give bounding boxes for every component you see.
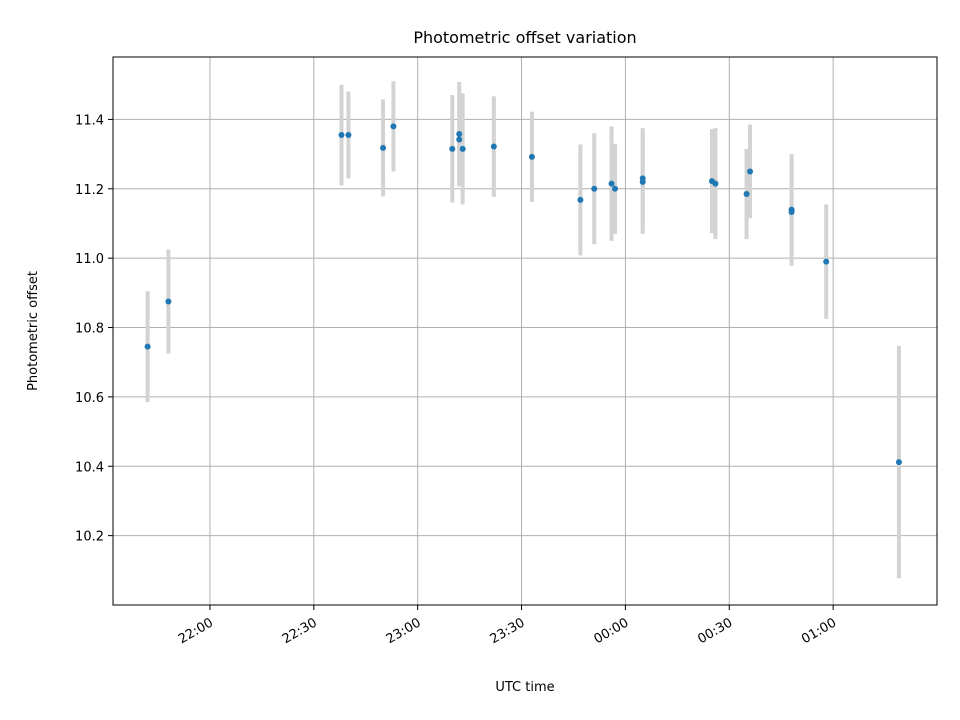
data-points bbox=[144, 123, 902, 466]
y-tick-label: 10.4 bbox=[75, 460, 104, 475]
data-point bbox=[380, 144, 387, 151]
data-point bbox=[449, 145, 456, 152]
data-point bbox=[823, 258, 830, 265]
y-tick-label: 11.4 bbox=[75, 113, 104, 128]
data-point bbox=[490, 143, 497, 150]
data-point bbox=[456, 130, 463, 137]
data-point bbox=[788, 209, 795, 216]
data-point bbox=[456, 136, 463, 143]
y-axis-label: Photometric offset bbox=[26, 271, 41, 391]
data-point bbox=[165, 298, 172, 305]
y-tick-label: 10.8 bbox=[75, 322, 104, 337]
data-point bbox=[144, 343, 151, 350]
data-point bbox=[608, 180, 615, 187]
data-point bbox=[459, 145, 466, 152]
data-point bbox=[639, 175, 646, 182]
y-tick-label: 10.2 bbox=[75, 530, 104, 545]
data-point bbox=[712, 180, 719, 187]
data-point bbox=[895, 459, 902, 466]
data-point bbox=[743, 191, 750, 197]
x-axis-label: UTC time bbox=[495, 680, 554, 695]
y-axis: 10.2 10.4 10.6 10.8 11.0 11.2 11.4 bbox=[75, 113, 113, 545]
data-point bbox=[345, 132, 352, 139]
y-tick-label: 10.6 bbox=[75, 391, 104, 406]
data-point bbox=[747, 168, 754, 175]
data-point bbox=[591, 185, 598, 192]
data-point bbox=[612, 185, 619, 192]
data-point bbox=[577, 196, 584, 203]
data-point bbox=[338, 132, 345, 139]
grid bbox=[113, 57, 937, 605]
data-point bbox=[390, 123, 397, 130]
chart-title: Photometric offset variation bbox=[413, 28, 636, 47]
y-tick-label: 11.0 bbox=[75, 252, 104, 267]
plot-frame bbox=[112, 56, 938, 606]
data-point bbox=[528, 153, 535, 160]
y-tick-label: 11.2 bbox=[75, 183, 104, 198]
